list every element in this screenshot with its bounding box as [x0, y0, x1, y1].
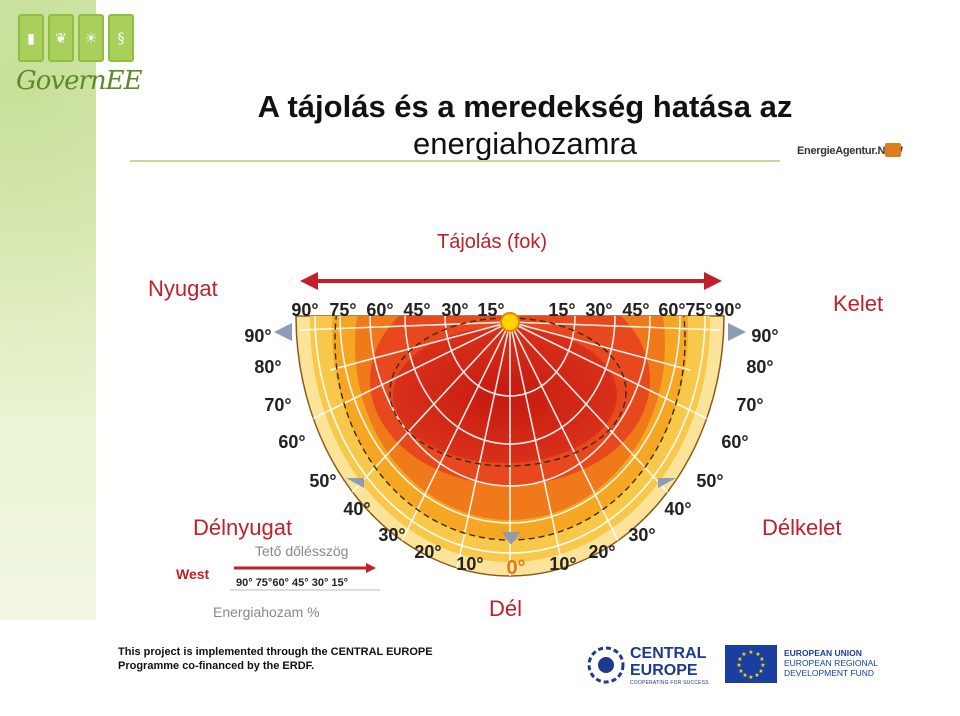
azimuth-tick: 15°: [477, 300, 504, 320]
page-title: A tájolás és a meredekség hatása az ener…: [215, 88, 835, 162]
svg-text:★: ★: [754, 672, 759, 679]
eu-fund-text: EUROPEAN UNION EUROPEAN REGIONAL DEVELOP…: [784, 648, 878, 678]
azimuth-arrow: [300, 272, 722, 290]
tilt-tick: 70°: [264, 395, 291, 415]
grid-lines: [299, 316, 721, 576]
tilt-tick: 50°: [309, 471, 336, 491]
azimuth-tick-labels: 90° 75° 60° 45° 30° 15° 15° 30° 45° 60° …: [291, 300, 741, 320]
ce-line-1: CENTRAL: [630, 645, 707, 662]
tilt-zero-label: 0°: [506, 557, 525, 579]
footer-disclaimer: This project is implemented through the …: [118, 645, 433, 673]
logo-wordmark: GovernEE: [16, 66, 143, 96]
eu-line-2: EUROPEAN REGIONAL: [784, 658, 878, 668]
title-line-1: A tájolás és a meredekség hatása az: [257, 89, 793, 124]
tilt-tick: 60°: [721, 432, 748, 452]
azimuth-tick: 30°: [585, 300, 612, 320]
svg-text:★: ★: [760, 662, 765, 669]
eu-flag-icon: ★ ★ ★ ★ ★ ★ ★ ★ ★ ★ ★ ★: [725, 645, 777, 683]
svg-text:★: ★: [737, 656, 742, 663]
central-europe-emblem-icon: [587, 646, 625, 684]
ce-line-2: EUROPE: [630, 662, 698, 679]
east-label: Kelet: [833, 291, 884, 316]
azimuth-tick: 45°: [622, 300, 649, 320]
central-europe-wordmark: CENTRAL EUROPE: [630, 645, 706, 679]
southwest-label: Délnyugat: [193, 515, 293, 540]
svg-text:★: ★: [759, 656, 764, 663]
tilt-tick: 70°: [736, 395, 763, 415]
south-label: Dél: [489, 596, 523, 621]
azimuth-axis-label: Tájolás (fok): [437, 231, 548, 253]
svg-text:★: ★: [742, 672, 747, 679]
svg-text:★: ★: [738, 668, 743, 675]
tilt-tick: 40°: [664, 499, 691, 519]
azimuth-tick: 15°: [548, 300, 575, 320]
azimuth-tick: 75°: [685, 300, 712, 320]
mini-legend-ticks: 90° 75°60° 45° 30° 15°: [236, 577, 348, 589]
tilt-tick: 90°: [751, 326, 778, 346]
azimuth-tick: 90°: [291, 300, 318, 320]
southeast-label: Délkelet: [762, 515, 842, 540]
energieagentur-logo: EnergieAgentur.NRW: [797, 145, 903, 157]
svg-text:★: ★: [736, 662, 741, 669]
logo-building-icon: ▮: [18, 14, 44, 62]
energieagentur-mark-icon: [885, 143, 901, 157]
tilt-tick: 80°: [254, 357, 281, 377]
sun-icon: [500, 312, 520, 332]
tilt-tick: 10°: [456, 554, 483, 574]
west-label: Nyugat: [148, 276, 218, 301]
azimuth-tick: 45°: [403, 300, 430, 320]
mini-legend: 90° 75°60° 45° 30° 15°: [230, 563, 380, 591]
azimuth-tick: 90°: [714, 300, 741, 320]
central-europe-logo: CENTRAL EUROPE COOPERATING FOR SUCCESS.: [586, 643, 712, 687]
logo-leaf-icon: ❦: [48, 14, 74, 62]
azimuth-tick: 30°: [441, 300, 468, 320]
title-line-2: energiahozamra: [412, 126, 638, 161]
svg-text:★: ★: [748, 674, 753, 681]
tilt-tick: 30°: [628, 525, 655, 545]
azimuth-tick: 75°: [329, 300, 356, 320]
footer-line-1: This project is implemented through the …: [118, 646, 433, 658]
logo-sun-icon: ☀: [78, 14, 104, 62]
tilt-tick: 90°: [244, 326, 271, 346]
direction-markers: [274, 323, 746, 545]
tilt-labels-right: 90° 80° 70° 60° 50° 40° 30° 20° 10°: [549, 326, 778, 574]
footer-line-2: Programme co-financed by the ERDF.: [118, 660, 315, 672]
tilt-tick: 50°: [696, 471, 723, 491]
eu-line-1: EUROPEAN UNION: [784, 648, 862, 658]
governee-logo: ▮ ❦ ☀ § GovernEE: [14, 12, 143, 104]
legend-energy-label: Energiahozam %: [213, 604, 320, 620]
svg-text:★: ★: [758, 668, 763, 675]
logo-paragraph-icon: §: [108, 14, 134, 62]
ce-tagline: COOPERATING FOR SUCCESS.: [630, 680, 711, 686]
svg-text:★: ★: [755, 651, 760, 658]
svg-text:★: ★: [741, 651, 746, 658]
title-divider: [130, 160, 780, 162]
tilt-tick: 40°: [343, 499, 370, 519]
azimuth-tick: 60°: [658, 300, 685, 320]
eu-line-3: DEVELOPMENT FUND: [784, 668, 875, 678]
tilt-tick: 20°: [414, 542, 441, 562]
azimuth-tick: 60°: [366, 300, 393, 320]
svg-text:★: ★: [748, 649, 753, 656]
decorative-side-band: [0, 0, 96, 620]
legend-west-label: West: [176, 566, 210, 582]
legend-roof-tilt-label: Tető dőlésszög: [255, 543, 349, 559]
tilt-tick: 20°: [588, 542, 615, 562]
tilt-tick: 80°: [746, 357, 773, 377]
tilt-tick: 10°: [549, 554, 576, 574]
tilt-labels-left: 90° 80° 70° 60° 50° 40° 30° 20° 10°: [244, 326, 483, 574]
tilt-tick: 60°: [278, 432, 305, 452]
tilt-tick: 30°: [378, 525, 405, 545]
